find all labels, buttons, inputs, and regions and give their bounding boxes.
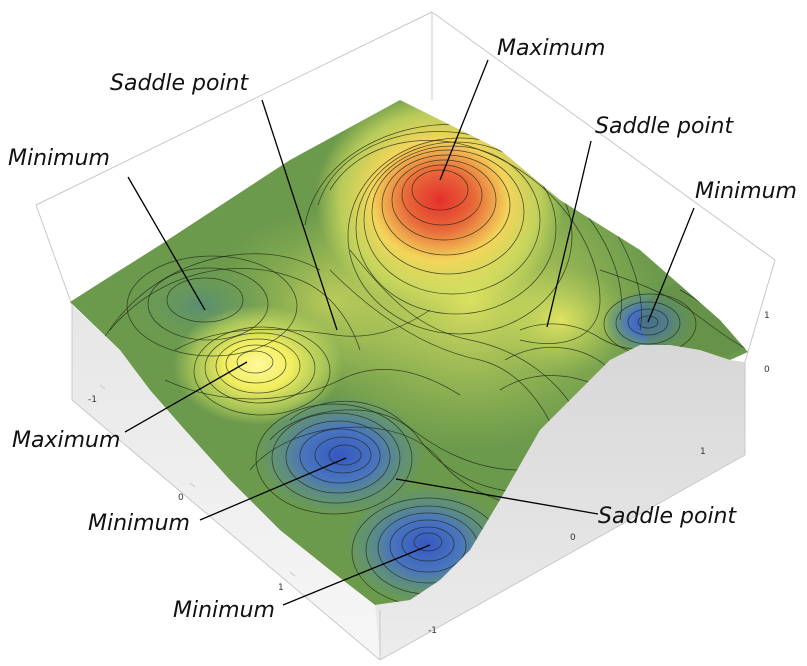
annotation-labels: Saddle point Maximum Saddle point Minimu… [8, 36, 797, 623]
tick-left-2: 1 [278, 583, 284, 593]
leader-saddle-bottom-right [395, 478, 599, 515]
leader-saddle-top-left [261, 99, 338, 331]
axis-ticks-vertical: 1 0 [764, 311, 770, 375]
base-walls [71, 305, 746, 661]
label-minimum-left: Minimum [8, 146, 110, 171]
tick-left-1: 0 [178, 493, 184, 503]
label-saddle-top-left: Saddle point [110, 71, 249, 96]
tick-right-2: -1 [428, 626, 437, 636]
leader-lines [124, 59, 695, 606]
label-maximum-top: Maximum [497, 36, 605, 61]
axis-ticks-left: -1 0 1 [88, 384, 296, 593]
bounding-box-back [35, 11, 776, 363]
label-saddle-bottom-right: Saddle point [598, 504, 737, 529]
tick-vertical-0: 1 [764, 311, 770, 321]
tick-right-1: 0 [570, 533, 576, 543]
leader-minimum-right [647, 207, 695, 323]
label-minimum-bottom: Minimum [173, 598, 275, 623]
tick-left-0: -1 [88, 395, 97, 405]
axis-ticks-right: 1 0 -1 [428, 447, 706, 636]
leader-maximum-top [439, 59, 489, 181]
leader-minimum-left [127, 176, 206, 311]
leader-minimum-center [199, 457, 347, 521]
label-maximum-left: Maximum [12, 428, 120, 453]
tick-vertical-1: 0 [764, 365, 770, 375]
label-minimum-center: Minimum [88, 511, 190, 536]
label-minimum-right: Minimum [695, 179, 797, 204]
label-saddle-top-right: Saddle point [595, 114, 734, 139]
leader-minimum-bottom [282, 544, 431, 606]
tick-right-0: 1 [700, 447, 706, 457]
leader-saddle-top-right [546, 140, 592, 328]
leader-maximum-left [124, 361, 248, 433]
